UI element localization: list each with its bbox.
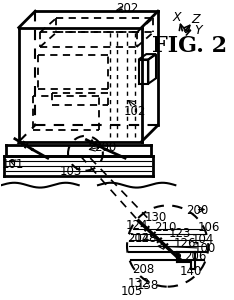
Text: 104: 104: [191, 233, 213, 246]
Text: 128: 128: [135, 232, 157, 245]
Text: 140: 140: [179, 265, 201, 278]
Text: 206: 206: [184, 249, 206, 262]
Text: 132: 132: [127, 276, 150, 289]
Text: 200: 200: [186, 203, 208, 217]
Text: 200: 200: [94, 140, 117, 153]
Text: Z: Z: [191, 13, 199, 26]
Text: X: X: [172, 11, 181, 24]
Text: Y: Y: [193, 23, 201, 37]
Text: 101: 101: [2, 158, 24, 171]
Circle shape: [177, 255, 179, 257]
Text: 105: 105: [121, 284, 143, 297]
Text: 103: 103: [60, 164, 82, 177]
Text: 202: 202: [116, 2, 138, 15]
Text: 123: 123: [168, 226, 191, 239]
Text: 210: 210: [154, 220, 176, 233]
Text: 126: 126: [173, 237, 196, 250]
Text: 106: 106: [197, 220, 220, 233]
Text: 130: 130: [145, 211, 167, 224]
Text: 102: 102: [123, 105, 146, 118]
Text: 208: 208: [132, 263, 154, 276]
Text: 124: 124: [125, 218, 148, 231]
Circle shape: [31, 149, 33, 150]
Text: FIG. 2: FIG. 2: [152, 34, 227, 56]
Text: 138: 138: [136, 278, 158, 291]
Text: 100: 100: [193, 242, 215, 255]
Text: 204: 204: [127, 232, 150, 245]
Circle shape: [105, 149, 106, 150]
